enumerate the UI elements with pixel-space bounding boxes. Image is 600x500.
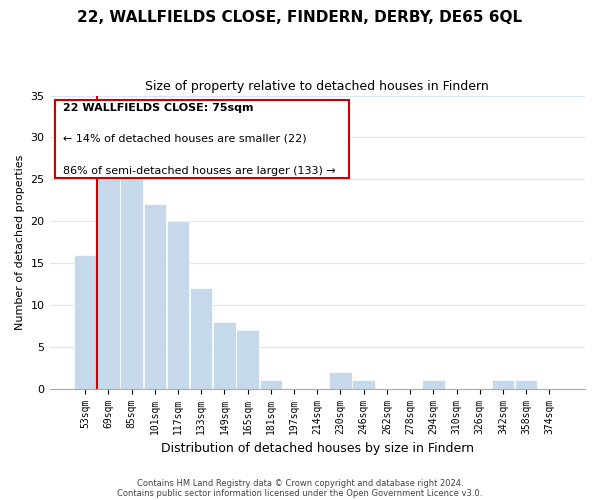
Bar <box>236 330 259 388</box>
Bar <box>422 380 445 388</box>
Bar <box>143 204 166 388</box>
Text: ← 14% of detached houses are smaller (22): ← 14% of detached houses are smaller (22… <box>63 134 307 143</box>
Bar <box>352 380 375 388</box>
Text: 22, WALLFIELDS CLOSE, FINDERN, DERBY, DE65 6QL: 22, WALLFIELDS CLOSE, FINDERN, DERBY, DE… <box>77 10 523 25</box>
Text: Contains HM Land Registry data © Crown copyright and database right 2024.: Contains HM Land Registry data © Crown c… <box>137 478 463 488</box>
Bar <box>492 380 514 388</box>
Bar <box>74 254 97 388</box>
Text: Contains public sector information licensed under the Open Government Licence v3: Contains public sector information licen… <box>118 488 482 498</box>
FancyBboxPatch shape <box>55 100 349 178</box>
Bar <box>190 288 212 388</box>
Bar <box>515 380 538 388</box>
Title: Size of property relative to detached houses in Findern: Size of property relative to detached ho… <box>145 80 489 93</box>
Bar <box>213 322 236 388</box>
X-axis label: Distribution of detached houses by size in Findern: Distribution of detached houses by size … <box>161 442 474 455</box>
Bar <box>260 380 282 388</box>
Y-axis label: Number of detached properties: Number of detached properties <box>15 154 25 330</box>
Text: 86% of semi-detached houses are larger (133) →: 86% of semi-detached houses are larger (… <box>63 166 335 176</box>
Bar <box>167 221 189 388</box>
Bar <box>329 372 352 388</box>
Bar <box>121 171 143 388</box>
Bar <box>97 146 119 388</box>
Text: 22 WALLFIELDS CLOSE: 75sqm: 22 WALLFIELDS CLOSE: 75sqm <box>63 103 253 113</box>
